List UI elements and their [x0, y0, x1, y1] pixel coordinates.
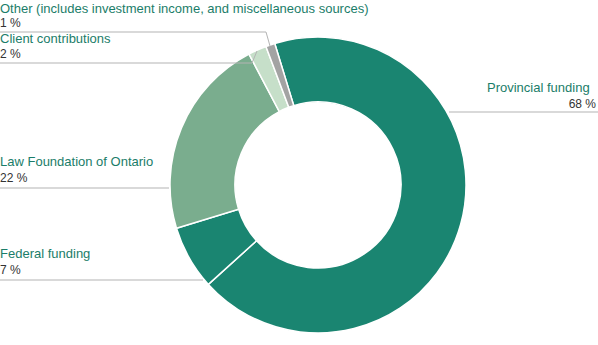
value-label: 7 %: [0, 263, 21, 277]
category-label: Provincial funding: [487, 80, 590, 95]
leader-line: [0, 280, 203, 281]
leader-line: [0, 32, 270, 46]
value-label: 68 %: [569, 97, 597, 111]
category-label: Law Foundation of Ontario: [0, 154, 153, 169]
value-label: 2 %: [0, 47, 21, 61]
slice: [266, 43, 294, 107]
value-label: 22 %: [0, 171, 28, 185]
value-label: 1 %: [0, 16, 21, 30]
chart: Provincial funding 68 % Federal funding 7 %…: [0, 0, 598, 345]
leader-line: [0, 188, 169, 189]
leader-line: [0, 51, 257, 63]
leader-line: [449, 112, 598, 113]
labels: Provincial funding 68 % Federal funding 7 %…: [0, 1, 598, 280]
category-label: Federal funding: [0, 246, 90, 261]
category-label: Client contributions: [0, 31, 111, 46]
category-label: Other (includes investment income, and m…: [0, 1, 369, 16]
slices: [170, 37, 466, 333]
